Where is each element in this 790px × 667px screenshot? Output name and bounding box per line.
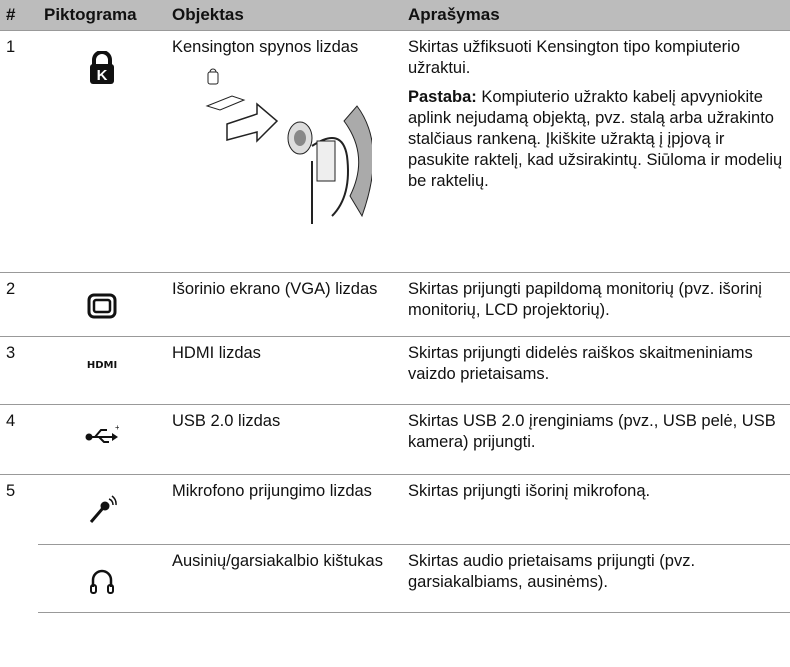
description: Skirtas užfiksuoti Kensington tipo kompi… <box>408 38 740 77</box>
note-label: Pastaba: <box>408 88 477 106</box>
number: 2 <box>0 272 38 337</box>
number: 1 <box>0 30 38 273</box>
icon-cell <box>38 544 166 613</box>
object: USB 2.0 lizdas <box>166 404 402 475</box>
description: Skirtas USB 2.0 įrenginiams (pvz., USB p… <box>402 404 790 475</box>
note: Pastaba: Kompiuterio užrakto kabelį apvy… <box>408 87 784 192</box>
description: Skirtas prijungti išorinį mikrofoną. <box>402 474 790 545</box>
description: Skirtas audio prietaisams prijungti (pvz… <box>402 544 790 613</box>
object: Išorinio ekrano (VGA) lizdas <box>166 272 402 337</box>
number <box>0 545 38 613</box>
row: 1 K Kensington spynos lizdas Skirtas užf… <box>0 30 790 273</box>
icon-cell: K <box>38 30 166 273</box>
header-cell: Piktograma <box>38 0 166 31</box>
object: HDMI lizdas <box>166 336 402 405</box>
svg-text:+: + <box>115 425 119 432</box>
description: Skirtas prijungti papildomą monitorių (p… <box>402 272 790 337</box>
row: Ausinių/garsiakalbio kištukas Skirtas au… <box>0 544 790 613</box>
vga-icon <box>87 293 117 319</box>
description-cell: Skirtas užfiksuoti Kensington tipo kompi… <box>402 30 790 273</box>
header-cell: Objektas <box>166 0 402 31</box>
icon-cell <box>38 474 166 545</box>
description: Skirtas prijungti didelės raiškos skaitm… <box>402 336 790 405</box>
svg-text:K: K <box>97 67 108 84</box>
mic-icon <box>89 495 117 523</box>
object-cell: Kensington spynos lizdas <box>166 30 402 273</box>
row: 4 + USB 2.0 lizdas Skirtas USB 2.0 įreng… <box>0 404 790 475</box>
number: 4 <box>0 404 38 475</box>
header-cell: # <box>0 0 38 31</box>
number: 3 <box>0 336 38 405</box>
row: 3 HDMI HDMI lizdas Skirtas prijungti did… <box>0 336 790 405</box>
svg-text:HDMI: HDMI <box>87 360 117 371</box>
kensington-icon: K <box>90 50 114 84</box>
icon-cell: + <box>38 404 166 475</box>
object: Kensington spynos lizdas <box>172 38 359 56</box>
row: 2 Išorinio ekrano (VGA) lizdas Skirtas p… <box>0 272 790 337</box>
header-row: # Piktograma Objektas Aprašymas <box>0 0 790 31</box>
lock-illustration <box>205 68 374 224</box>
usb-icon: + <box>85 423 120 443</box>
ports-table: # Piktograma Objektas Aprašymas 1 K Kens… <box>0 0 790 613</box>
object: Mikrofono prijungimo lizdas <box>166 474 402 545</box>
headphone-icon <box>90 569 114 594</box>
row: 5 Mikrofono prijungimo lizdas Skirtas pr… <box>0 474 790 545</box>
icon-cell <box>38 272 166 337</box>
object: Ausinių/garsiakalbio kištukas <box>166 544 402 613</box>
number: 5 <box>0 474 38 545</box>
icon-cell: HDMI <box>38 336 166 405</box>
header-cell: Aprašymas <box>402 0 790 31</box>
note-text: Kompiuterio užrakto kabelį apvyniokite a… <box>408 88 783 190</box>
hdmi-icon: HDMI <box>87 360 117 371</box>
